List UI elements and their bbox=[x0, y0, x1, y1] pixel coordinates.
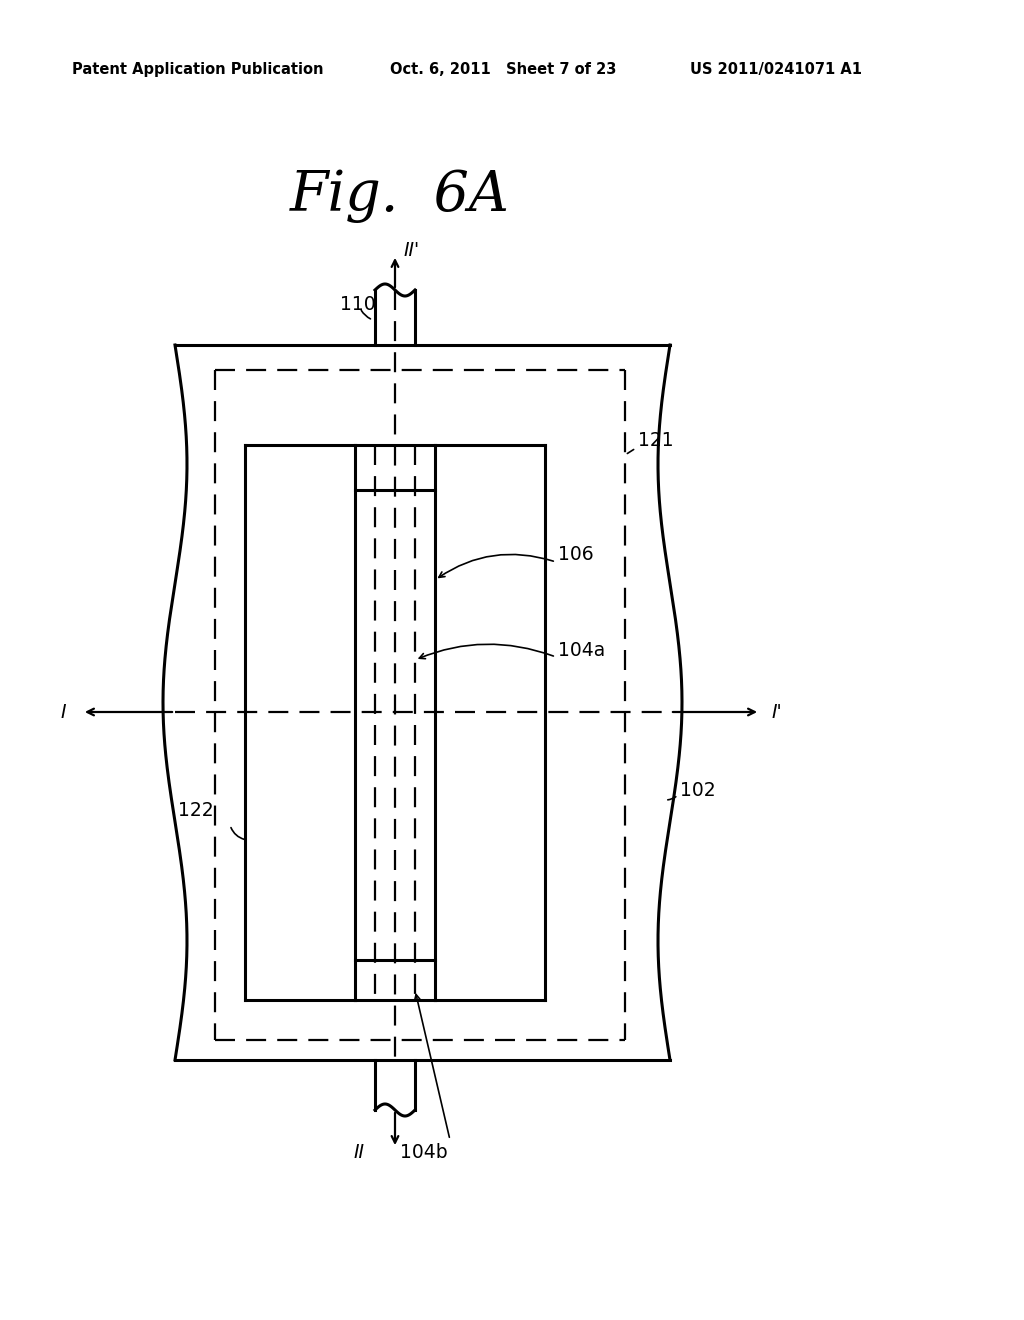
Text: 106: 106 bbox=[558, 545, 594, 565]
Text: 121: 121 bbox=[638, 430, 674, 450]
Text: 122: 122 bbox=[178, 800, 214, 820]
Text: I': I' bbox=[772, 702, 782, 722]
Text: II': II' bbox=[403, 240, 419, 260]
Text: Oct. 6, 2011   Sheet 7 of 23: Oct. 6, 2011 Sheet 7 of 23 bbox=[390, 62, 616, 77]
Text: Fig.  6A: Fig. 6A bbox=[290, 168, 510, 223]
Text: 104a: 104a bbox=[558, 640, 605, 660]
Text: I: I bbox=[60, 702, 66, 722]
Text: Patent Application Publication: Patent Application Publication bbox=[72, 62, 324, 77]
Text: II: II bbox=[354, 1143, 365, 1163]
Text: 104b: 104b bbox=[400, 1143, 447, 1163]
Text: 110: 110 bbox=[340, 296, 376, 314]
Text: 102: 102 bbox=[680, 780, 716, 800]
Text: US 2011/0241071 A1: US 2011/0241071 A1 bbox=[690, 62, 862, 77]
